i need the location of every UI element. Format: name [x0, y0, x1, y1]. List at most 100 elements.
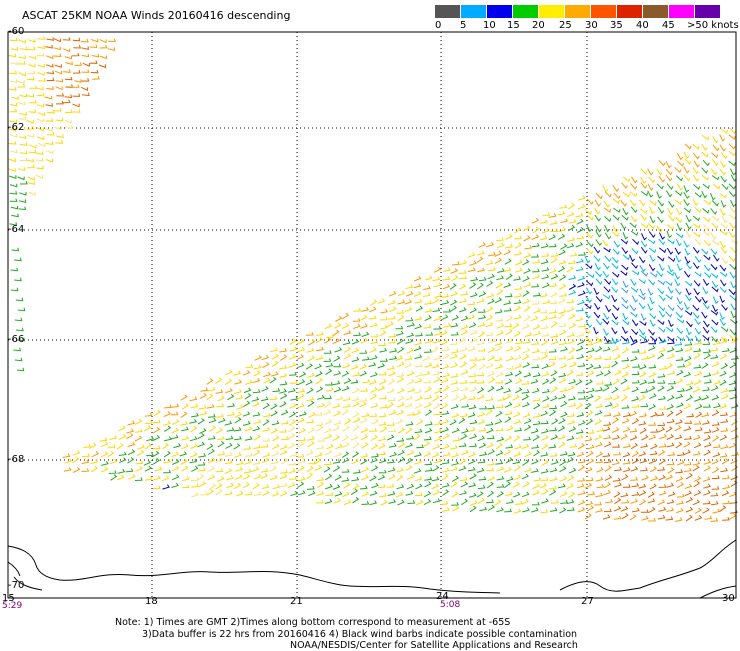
wind-barb	[81, 459, 90, 465]
wind-barb	[603, 286, 611, 293]
wind-barb	[279, 381, 288, 386]
wind-barb	[460, 324, 469, 330]
wind-barb	[72, 37, 81, 42]
wind-barb	[702, 420, 710, 425]
wind-barb	[271, 451, 280, 457]
wind-barb	[334, 474, 342, 481]
wind-barb	[461, 403, 470, 408]
wind-barb	[90, 69, 99, 74]
wind-barb	[99, 437, 108, 442]
wind-barb	[127, 441, 136, 447]
wind-barb	[495, 427, 504, 431]
wind-barb	[566, 266, 574, 273]
wind-barb	[306, 436, 315, 441]
wind-barb	[441, 482, 450, 488]
wind-barb	[603, 336, 611, 344]
wind-barb	[684, 490, 692, 497]
wind-barb	[314, 458, 322, 465]
wind-barb	[586, 240, 594, 248]
wind-barb	[333, 410, 341, 417]
wind-barb	[243, 445, 252, 450]
wind-barb	[414, 428, 423, 434]
wind-barb	[146, 436, 155, 442]
wind-barb	[460, 369, 469, 376]
wind-barb	[297, 490, 306, 496]
wind-barb	[503, 267, 512, 273]
wind-barb	[523, 282, 532, 288]
wind-barb	[8, 168, 16, 172]
wind-barb	[549, 220, 558, 225]
wind-barb	[281, 420, 289, 425]
wind-barb	[620, 506, 629, 512]
wind-barb	[308, 339, 316, 346]
wind-barb	[424, 275, 433, 281]
wind-barb	[640, 168, 648, 175]
wind-barb	[558, 297, 566, 304]
wind-barb	[731, 355, 739, 360]
wind-barb	[279, 348, 288, 353]
wind-barb	[118, 425, 126, 432]
wind-barb	[217, 435, 225, 441]
wind-barb	[692, 247, 700, 254]
wind-barb	[675, 393, 684, 399]
wind-barb	[532, 413, 541, 418]
wind-barb	[566, 211, 575, 218]
wind-barb	[585, 263, 593, 270]
wind-barb	[207, 413, 216, 418]
wind-barb	[640, 467, 648, 472]
wind-barb	[53, 53, 62, 57]
wind-barb	[631, 482, 640, 488]
wind-barb	[685, 385, 693, 392]
wind-barb	[406, 290, 414, 297]
wind-barb	[379, 330, 387, 337]
wind-barb	[622, 339, 630, 345]
wind-barb	[585, 296, 592, 304]
wind-barb	[630, 466, 639, 472]
wind-barb	[215, 377, 223, 385]
wind-barb	[289, 380, 298, 384]
wind-barb	[548, 361, 556, 368]
wind-barb	[603, 247, 611, 253]
wind-barb	[677, 183, 684, 191]
wind-barb	[28, 191, 36, 196]
wind-barb	[99, 39, 107, 44]
wind-barb	[469, 473, 477, 480]
wind-barb	[576, 332, 585, 338]
wind-barb	[587, 272, 595, 279]
wind-barb	[371, 453, 379, 458]
wind-barb	[640, 443, 648, 448]
wind-barb	[603, 421, 612, 426]
wind-barb	[334, 347, 343, 353]
wind-barb	[631, 491, 640, 497]
legend-label-45: 45	[662, 20, 675, 31]
wind-barb	[289, 346, 298, 352]
wind-barb	[567, 203, 575, 210]
wind-barb	[567, 237, 575, 242]
wind-barb	[505, 338, 513, 344]
wind-barb	[352, 451, 360, 458]
wind-barb	[144, 465, 152, 472]
wind-barb	[53, 38, 62, 43]
wind-barb	[225, 387, 233, 394]
wind-barb	[586, 505, 595, 512]
wind-barb	[26, 158, 34, 163]
wind-barb	[559, 507, 567, 514]
wind-barb	[200, 387, 209, 392]
wind-barb	[513, 402, 521, 409]
wind-barb	[243, 468, 252, 474]
wind-barb	[180, 421, 188, 426]
wind-barb	[540, 468, 549, 474]
wind-barb	[667, 467, 675, 474]
wind-barb	[460, 315, 469, 322]
wind-barb	[722, 500, 731, 505]
wind-barb	[595, 295, 603, 303]
wind-barb	[63, 69, 71, 73]
wind-barb	[494, 309, 503, 314]
wind-barb	[270, 459, 279, 465]
wind-barb	[622, 363, 630, 370]
wind-barb	[433, 411, 442, 416]
wind-barb	[406, 370, 415, 377]
wind-barb	[325, 362, 334, 368]
wind-barb	[315, 355, 324, 361]
wind-barb	[578, 420, 586, 426]
